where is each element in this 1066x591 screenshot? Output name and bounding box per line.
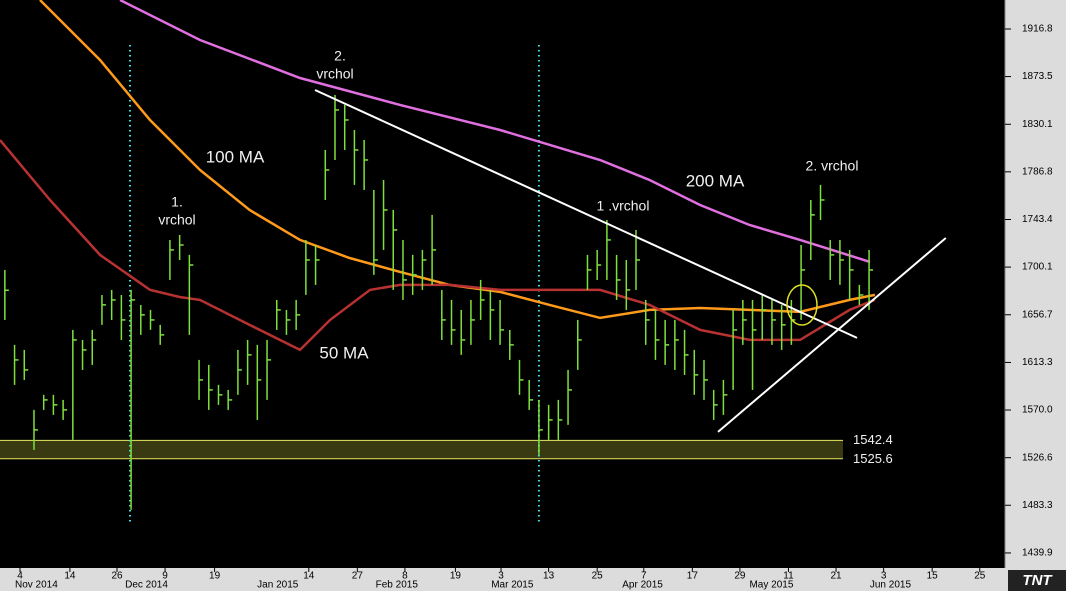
- month-label: Jun 2015: [870, 580, 912, 591]
- y-tick-label: 1483.3: [1022, 500, 1053, 511]
- annotation: 1.: [171, 194, 183, 210]
- y-tick-label: 1613.3: [1022, 357, 1053, 368]
- x-tick-label: 25: [974, 571, 986, 582]
- x-tick-label: 26: [111, 571, 123, 582]
- y-axis-panel: [1005, 0, 1066, 591]
- series-label: 200 MA: [686, 171, 745, 190]
- month-label: May 2015: [749, 580, 793, 591]
- trend-line: [314, 89, 858, 339]
- x-tick-label: 14: [303, 571, 315, 582]
- annotation: 2. vrchol: [806, 158, 859, 174]
- axes: 1916.8 1873.5 1830.1 1786.8 1743.4 1700.1 1656…: [15, 0, 1053, 591]
- x-tick-label: 19: [450, 571, 462, 582]
- month-label: Nov 2014: [15, 580, 58, 591]
- series-label: 100 MA: [206, 147, 265, 166]
- month-label: Feb 2015: [376, 580, 419, 591]
- trend-line: [717, 237, 947, 433]
- x-tick-label: 3: [881, 571, 887, 582]
- y-tick-label: 1916.8: [1022, 24, 1053, 35]
- x-tick-label: 3: [498, 571, 504, 582]
- series-label: 50 MA: [319, 343, 369, 362]
- plot-area: [0, 0, 947, 525]
- x-tick-label: 9: [162, 571, 168, 582]
- y-tick-label: 1743.4: [1022, 214, 1053, 225]
- x-tick-label: 13: [543, 571, 555, 582]
- x-tick-label: 7: [641, 571, 647, 582]
- month-label: Apr 2015: [622, 580, 663, 591]
- month-label: Jan 2015: [257, 580, 299, 591]
- y-tick-label: 1700.1: [1022, 262, 1053, 273]
- x-tick-label: 15: [927, 571, 939, 582]
- x-tick-label: 17: [687, 571, 699, 582]
- x-tick-label: 21: [830, 571, 842, 582]
- x-tick-label: 8: [402, 571, 408, 582]
- y-tick-label: 1786.8: [1022, 166, 1053, 177]
- x-tick-label: 14: [64, 571, 76, 582]
- y-tick-label: 1656.7: [1022, 309, 1053, 320]
- annotation: vrchol: [316, 66, 353, 82]
- x-tick-label: 19: [209, 571, 221, 582]
- annotations: 2. vrchol 1. vrchol 1 .vrchol 2. vrchol …: [158, 48, 858, 363]
- annotation: 1 .vrchol: [597, 198, 650, 214]
- annotation: 2.: [334, 48, 346, 64]
- x-tick-label: 25: [592, 571, 604, 582]
- month-label: Dec 2014: [125, 580, 168, 591]
- x-axis-panel: [0, 568, 1005, 591]
- x-tick-label: 29: [734, 571, 746, 582]
- annotation: vrchol: [158, 212, 195, 228]
- moving-average-line: [119, 0, 871, 264]
- x-tick-label: 11: [783, 571, 794, 582]
- x-tick-label: 4: [17, 571, 23, 582]
- x-tick-label: 27: [352, 571, 364, 582]
- month-label: Mar 2015: [491, 580, 534, 591]
- logo-box: [1008, 570, 1066, 591]
- level-zone: [0, 440, 843, 459]
- logo: TNT: [1022, 572, 1053, 589]
- y-tick-label: 1873.5: [1022, 71, 1053, 82]
- y-tick-label: 1570.0: [1022, 405, 1053, 416]
- y-tick-label: 1526.6: [1022, 452, 1053, 463]
- y-tick-label: 1439.9: [1022, 548, 1053, 559]
- y-tick-label: 1830.1: [1022, 119, 1053, 130]
- level-label: 1542.4: [853, 432, 893, 447]
- highlight-ellipse: [786, 284, 818, 326]
- level-label: 1525.6: [853, 451, 893, 466]
